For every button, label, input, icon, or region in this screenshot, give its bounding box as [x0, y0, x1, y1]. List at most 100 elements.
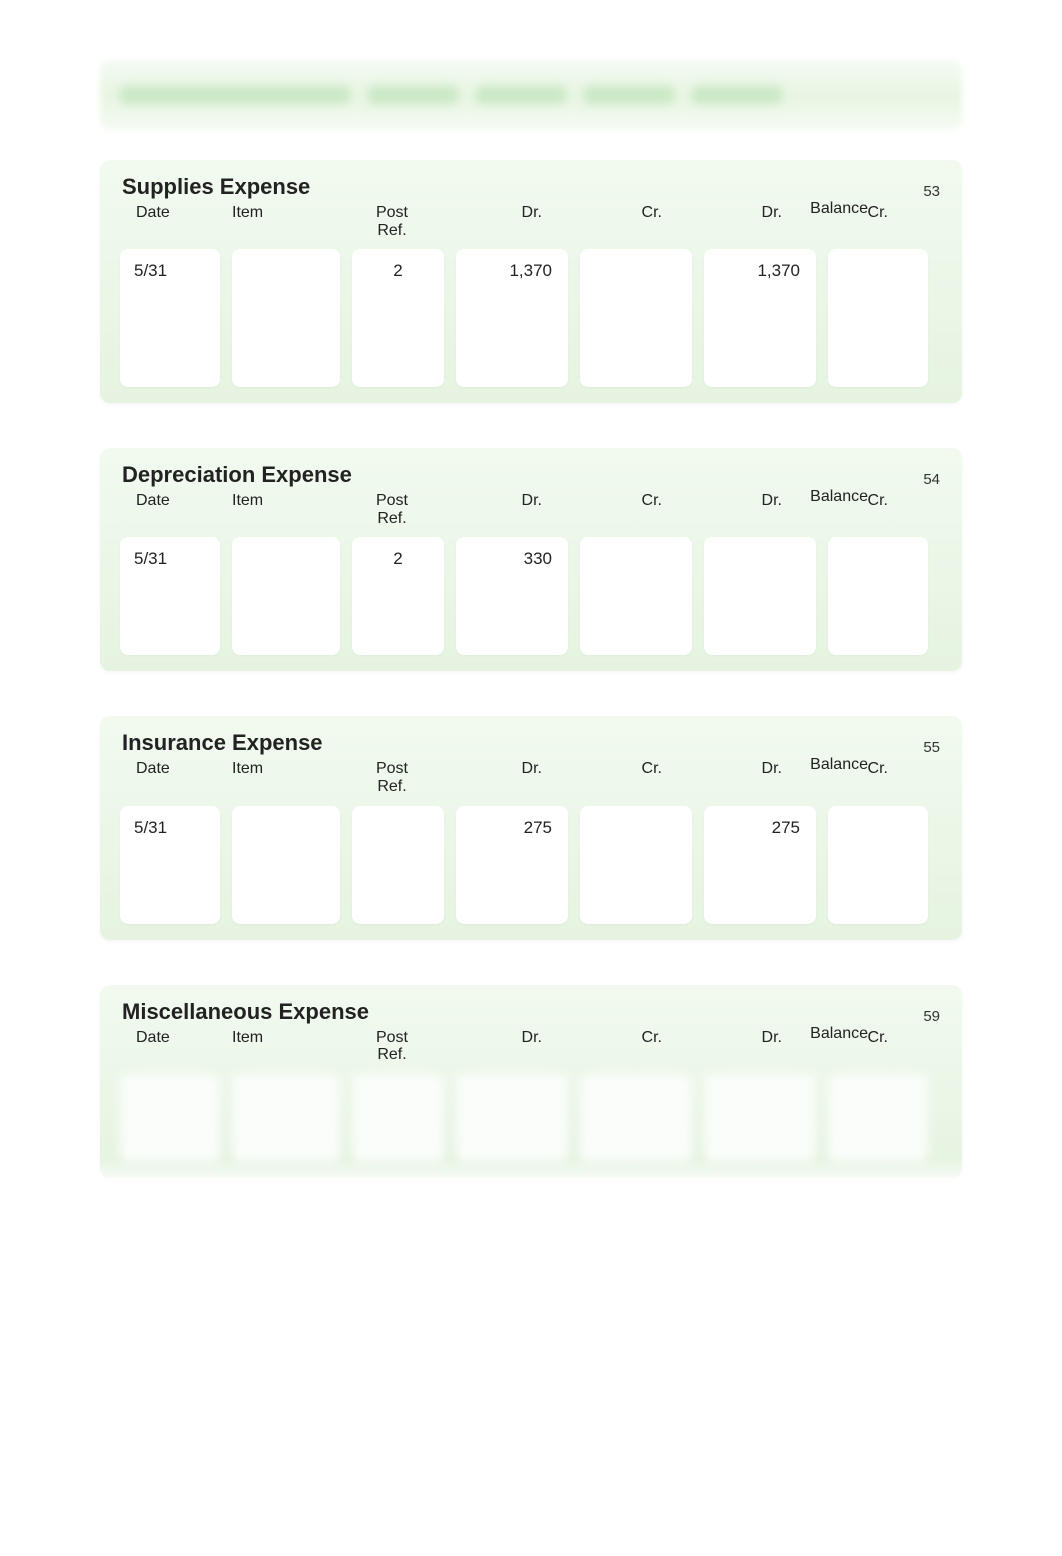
- cell-item-column: [232, 1074, 340, 1162]
- col-header-cr: Cr.: [562, 204, 682, 239]
- balance-group-label: Balance: [810, 488, 868, 506]
- cell-balance-dr: 275: [772, 818, 800, 838]
- cell-cr-column: [580, 249, 692, 387]
- col-header-item: Item: [232, 204, 342, 239]
- cell-cr-column: [580, 806, 692, 924]
- col-header-balance-dr: Dr.: [682, 492, 802, 527]
- ledgers-container: Supplies Expense53BalanceDateItemPostRef…: [100, 160, 962, 1178]
- cell-date-column: 5/31: [120, 806, 220, 924]
- ledger-card: Insurance Expense55Balance DateItemPostRe…: [100, 716, 962, 939]
- col-header-balance-dr: Dr.: [682, 1029, 802, 1064]
- ledger-account-number: 55: [923, 739, 940, 756]
- cell-item-column: [232, 806, 340, 924]
- cell-post-ref: 2: [352, 549, 444, 569]
- ledger-account-number: 54: [923, 471, 940, 488]
- ledger-title-row: Depreciation Expense54: [116, 462, 946, 490]
- col-header-date: Date: [122, 1029, 232, 1064]
- col-header-post-line1: Post: [342, 1029, 442, 1047]
- col-header-dr: Dr.: [442, 492, 562, 527]
- page-container: Supplies Expense53BalanceDateItemPostRef…: [0, 0, 1062, 1423]
- cell-dr-column: 1,370: [456, 249, 568, 387]
- ledger-card: Supplies Expense 53 Balance DateItemPostRef…: [100, 160, 962, 403]
- cell-post-ref: 2: [352, 261, 444, 281]
- col-header-date: Date: [122, 204, 232, 239]
- cell-dr: 330: [524, 549, 552, 569]
- ledger-body: 5/31 275 275: [116, 800, 946, 930]
- blurred-top-strip: [100, 60, 962, 130]
- cell-cr-column: [580, 1074, 692, 1162]
- cell-balance-dr-column: 1,370: [704, 249, 816, 387]
- blur-bar: [584, 86, 674, 104]
- cell-post-ref-column: 2: [352, 249, 444, 387]
- ledger-header: BalanceDateItemPostRef.Dr.Cr.Dr.Cr.: [116, 202, 946, 243]
- cell-dr-column: [456, 1074, 568, 1162]
- cell-balance-dr-column: [704, 1074, 816, 1162]
- ledger-account-number: 53: [923, 183, 940, 200]
- col-header-post-line2: Ref.: [342, 222, 442, 240]
- ledger-title-row: Miscellaneous Expense 59: [116, 999, 946, 1027]
- col-header-post-ref: PostRef.: [342, 492, 442, 527]
- col-header-cr: Cr.: [562, 1029, 682, 1064]
- cell-balance-dr: 1,370: [757, 261, 800, 281]
- cell-date: 5/31: [134, 549, 167, 569]
- cell-date-column: 5/31: [120, 537, 220, 655]
- cell-post-ref-column: [352, 1074, 444, 1162]
- cell-balance-cr-column: [828, 537, 928, 655]
- cell-date: 5/31: [134, 818, 167, 838]
- col-header-date: Date: [122, 492, 232, 527]
- ledger-title-row: Supplies Expense 53: [116, 174, 946, 202]
- ledger-card: Miscellaneous Expense 59 Balance DateItemPo…: [100, 985, 962, 1178]
- col-header-post-line2: Ref.: [342, 778, 442, 796]
- ledger-header: BalanceDateItemPostRef.Dr.Cr.Dr.Cr.: [116, 1027, 946, 1068]
- cell-dr-column: 330: [456, 537, 568, 655]
- ledger-header: BalanceDateItemPostRef.Dr.Cr.Dr.Cr.: [116, 490, 946, 531]
- col-header-post-line2: Ref.: [342, 1046, 442, 1064]
- col-header-item: Item: [232, 1029, 342, 1064]
- col-header-balance-dr: Dr.: [682, 760, 802, 795]
- col-header-post-line1: Post: [342, 204, 442, 222]
- col-header-dr: Dr.: [442, 1029, 562, 1064]
- col-header-balance-dr: Dr.: [682, 204, 802, 239]
- cell-post-ref-column: [352, 806, 444, 924]
- cell-balance-dr-column: [704, 537, 816, 655]
- ledger-body: [116, 1068, 946, 1168]
- ledger-account-number: 59: [923, 1008, 940, 1025]
- cell-post-ref-column: 2: [352, 537, 444, 655]
- col-header-post-line2: Ref.: [342, 510, 442, 528]
- cell-dr-column: 275: [456, 806, 568, 924]
- col-header-dr: Dr.: [442, 204, 562, 239]
- ledger-body: 5/31 2 330: [116, 531, 946, 661]
- balance-group-label: Balance: [810, 1025, 868, 1043]
- cell-dr: 1,370: [509, 261, 552, 281]
- cell-date: 5/31: [134, 261, 167, 281]
- blur-bar: [476, 86, 566, 104]
- col-header-post-ref: PostRef.: [342, 1029, 442, 1064]
- cell-item-column: [232, 249, 340, 387]
- blur-bar: [120, 86, 350, 104]
- ledger-title: Supplies Expense: [122, 174, 310, 200]
- col-header-post-ref: PostRef.: [342, 204, 442, 239]
- balance-group-label: Balance: [810, 756, 868, 774]
- col-header-cr: Cr.: [562, 492, 682, 527]
- col-header-date: Date: [122, 760, 232, 795]
- cell-cr-column: [580, 537, 692, 655]
- cell-dr: 275: [524, 818, 552, 838]
- ledger-header: BalanceDateItemPostRef.Dr.Cr.Dr.Cr.: [116, 758, 946, 799]
- ledger-card: Depreciation Expense54Balance DateItemPos…: [100, 448, 962, 671]
- ledger-title-row: Insurance Expense55: [116, 730, 946, 758]
- col-header-post-line1: Post: [342, 492, 442, 510]
- col-header-dr: Dr.: [442, 760, 562, 795]
- cell-date-column: 5/31: [120, 249, 220, 387]
- cell-item-column: [232, 537, 340, 655]
- ledger-body: 5/31 2 1,370 1,370: [116, 243, 946, 393]
- blur-bar: [692, 86, 782, 104]
- cell-balance-cr-column: [828, 1074, 928, 1162]
- col-header-item: Item: [232, 492, 342, 527]
- blur-bar: [368, 86, 458, 104]
- balance-group-label: Balance: [810, 200, 868, 218]
- cell-date-column: [120, 1074, 220, 1162]
- col-header-item: Item: [232, 760, 342, 795]
- ledger-title: Miscellaneous Expense: [122, 999, 369, 1025]
- col-header-cr: Cr.: [562, 760, 682, 795]
- col-header-post-line1: Post: [342, 760, 442, 778]
